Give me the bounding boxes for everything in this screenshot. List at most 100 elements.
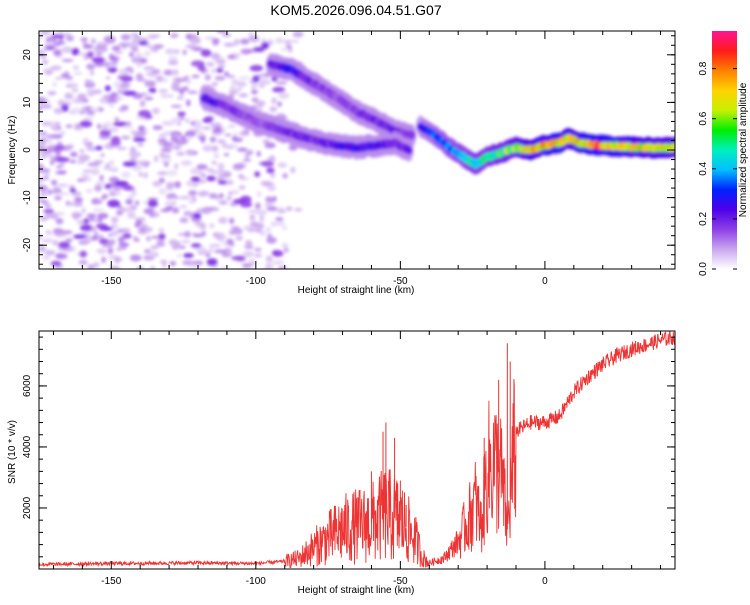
spectrogram-noise-blob (55, 217, 64, 225)
spectrogram-noise-blob (236, 81, 247, 88)
spectrogram-noise-blob (54, 191, 66, 196)
spectrogram-noise-blob (223, 152, 230, 157)
spectrogram-noise-peak (266, 167, 275, 174)
spectrogram-noise-peak (94, 145, 103, 151)
spectrogram-noise-blob (144, 96, 154, 101)
spectrogram-noise-blob (280, 47, 289, 52)
spectrogram-noise-blob (185, 149, 195, 156)
spectrogram-noise-blob (176, 151, 186, 156)
spectrogram-noise-blob (221, 33, 232, 37)
spectrogram-noise-blob (285, 206, 293, 212)
spectrogram-noise-blob (68, 82, 79, 88)
spectrogram-noise-blob (94, 61, 106, 67)
spectrogram-noise-blob (224, 133, 232, 137)
spectrogram-noise-blob (80, 173, 90, 178)
spectrogram-noise-blob (129, 157, 137, 163)
spectrogram-noise-blob (266, 226, 271, 233)
spectrogram-noise-blob (53, 49, 62, 57)
spectrogram-noise-blob (143, 65, 155, 71)
spectrogram-noise-blob (113, 191, 122, 195)
spectrogram-noise-blob (214, 75, 226, 81)
spectrogram-noise-blob (131, 57, 140, 63)
spectrogram-noise-blob (92, 208, 104, 213)
spectrogram-noise-peak (122, 232, 132, 239)
spectrogram-noise-blob (255, 209, 268, 216)
spectrogram-noise-blob (147, 197, 159, 201)
spectrogram-noise-blob (202, 209, 212, 215)
spectrogram-noise-blob (267, 185, 277, 192)
spectrogram-noise-blob (259, 230, 266, 237)
spectrogram-noise-blob (197, 190, 209, 197)
spectrogram-noise-blob (277, 101, 282, 107)
spectrogram-noise-blob (265, 196, 273, 203)
spectrogram-noise-blob (138, 125, 146, 132)
spectrogram-noise-blob (86, 63, 96, 70)
spectrogram-noise-peak (138, 40, 149, 46)
spectrogram-noise-peak (107, 67, 118, 73)
snr-x-tick-label: -150 (101, 576, 121, 587)
spectrogram-noise-peak (120, 75, 133, 83)
spectrogram-noise-blob (275, 221, 285, 226)
spectrogram-noise-blob (179, 217, 189, 224)
spectrogram-noise-blob (144, 164, 149, 168)
spectrogram-noise-blob (41, 238, 54, 243)
spectrogram-noise-blob (256, 150, 261, 157)
spectrogram-noise-blob (168, 59, 179, 66)
spectrogram-noise-blob (248, 258, 256, 264)
spectrogram-noise-blob (102, 122, 114, 127)
spectrogram-noise-blob (111, 230, 119, 237)
colorbar-tick-label: 0.4 (698, 161, 709, 175)
spectrogram-noise-blob (97, 212, 109, 219)
spectrogram-noise-blob (211, 145, 219, 153)
spectrogram-noise-blob (188, 263, 201, 268)
spectrogram-noise-blob (69, 159, 77, 164)
spectrogram-noise-blob (214, 232, 224, 238)
spectrogram-noise-peak (249, 64, 264, 72)
spectrogram-noise-blob (157, 138, 168, 143)
spectrogram-noise-blob (228, 191, 233, 195)
spectrogram-noise-blob (182, 49, 187, 56)
spectrogram-noise-peak (83, 218, 90, 224)
spectrogram-x-tick-label: 0 (542, 276, 548, 287)
spectrogram-noise-blob (162, 146, 172, 153)
spectrogram-noise-blob (229, 242, 235, 247)
spectrogram-noise-blob (231, 135, 238, 142)
spectrogram-noise-peak (69, 188, 77, 193)
colorbar-tick-label: 0.2 (698, 212, 709, 226)
spectrogram-noise-blob (158, 132, 167, 140)
spectrogram-noise-blob (190, 120, 196, 126)
spectrogram-noise-blob (115, 210, 124, 216)
spectrogram-noise-blob (113, 81, 122, 88)
spectrogram-noise-blob (189, 167, 201, 175)
spectrogram-noise-blob (162, 262, 167, 268)
spectrogram-noise-blob (109, 127, 119, 133)
spectrogram-noise-blob (96, 248, 107, 255)
spectrogram-noise-blob (249, 214, 256, 221)
spectrogram-noise-peak (79, 250, 88, 258)
spectrogram-noise-blob (50, 159, 55, 166)
spectrogram-noise-blob (140, 173, 148, 178)
spectrogram-noise-blob (143, 50, 151, 57)
spectrogram-noise-blob (56, 170, 67, 175)
spectrogram-noise-blob (144, 80, 157, 88)
spectrogram-noise-blob (65, 35, 74, 42)
colorbar-tick-label: 0.8 (698, 61, 709, 75)
spectrogram-noise-blob (92, 200, 104, 204)
spectrogram-noise-peak (87, 51, 94, 59)
spectrogram-noise-blob (41, 121, 50, 127)
spectrogram-noise-blob (168, 205, 174, 211)
spectrogram-noise-peak (50, 260, 62, 266)
spectrogram-noise-blob (192, 233, 204, 238)
spectrogram-noise-blob (254, 247, 262, 252)
spectrogram-noise-blob (146, 235, 151, 242)
spectrogram-noise-blob (94, 184, 102, 192)
spectrogram-noise-blob (150, 34, 161, 38)
spectrogram-noise-blob (175, 77, 187, 83)
ridge-main-cell (671, 143, 675, 151)
spectrogram-noise-blob (266, 259, 272, 266)
spectrogram-noise-blob (149, 213, 155, 218)
spectrogram-noise-blob (200, 136, 206, 144)
snr-y-tick-label: 2000 (22, 496, 33, 519)
spectrogram-noise-blob (109, 159, 115, 166)
